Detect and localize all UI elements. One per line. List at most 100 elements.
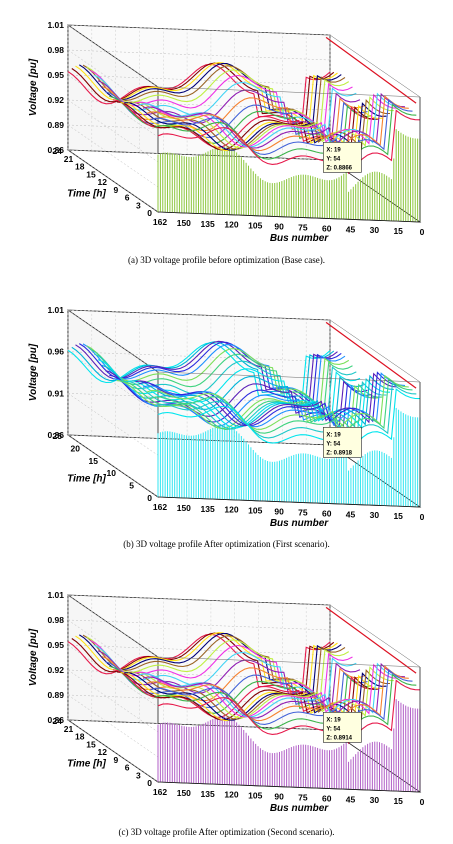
plot-a: 1.010.980.950.920.890.862421181512963016… bbox=[28, 20, 425, 244]
datatip-box bbox=[323, 427, 362, 458]
x-tick-label: 135 bbox=[201, 219, 215, 229]
y-tick-label: 15 bbox=[86, 739, 96, 749]
x-axis-label: Bus number bbox=[270, 518, 329, 529]
surface-strand bbox=[90, 640, 353, 705]
chart-group: 1.010.980.950.920.890.862421181512963016… bbox=[28, 590, 425, 814]
surface-strand bbox=[127, 377, 391, 429]
z-tick-label: 0.96 bbox=[47, 347, 64, 357]
z-tick-label: 1.01 bbox=[47, 590, 64, 600]
x-tick-label: 162 bbox=[153, 787, 167, 797]
x-tick-label: 135 bbox=[201, 504, 215, 514]
y-tick-label: 12 bbox=[98, 747, 108, 757]
datatip-line: X: 19 bbox=[326, 717, 341, 723]
datatip: X: 19 Y: 54 Z: 0.8914 bbox=[323, 712, 362, 743]
y-axis-label: Time [h] bbox=[67, 758, 106, 769]
y-axis-label: Time [h] bbox=[67, 473, 106, 484]
z-tick-label: 0.98 bbox=[47, 45, 64, 55]
y-tick-label: 9 bbox=[114, 185, 119, 195]
axis-edge-top bbox=[157, 371, 421, 383]
z-tick-label: 0.86 bbox=[47, 715, 64, 725]
datatip-line: X: 19 bbox=[326, 147, 341, 153]
surface-strand bbox=[142, 372, 406, 428]
x-tick-label: 15 bbox=[393, 796, 403, 806]
chart-group: 1.010.980.950.920.890.862421181512963016… bbox=[28, 20, 425, 244]
z-tick-label: 0.89 bbox=[47, 690, 64, 700]
axis-edge-top-right bbox=[329, 319, 421, 383]
y-tick-label: 10 bbox=[107, 468, 117, 478]
x-tick-label: 105 bbox=[248, 791, 262, 801]
y-tick-label: 20 bbox=[71, 443, 81, 453]
x-tick-label: 105 bbox=[248, 221, 262, 231]
y-tick-label: 6 bbox=[125, 763, 130, 773]
axis-edge-x bbox=[157, 496, 421, 508]
surface-strand bbox=[109, 95, 372, 156]
datatip-box bbox=[323, 142, 362, 173]
y-tick-label: 3 bbox=[136, 200, 141, 210]
surface-strand bbox=[82, 343, 346, 407]
surface-strand bbox=[154, 673, 417, 736]
datatip-line: Y: 54 bbox=[326, 441, 341, 447]
y-tick-label: 6 bbox=[125, 193, 130, 203]
y-tick-label: 0 bbox=[147, 493, 152, 503]
datatip-box bbox=[323, 712, 362, 743]
surface-strand bbox=[154, 103, 417, 166]
x-tick-label: 0 bbox=[420, 227, 425, 237]
datatip-line: Z: 0.8918 bbox=[326, 450, 352, 456]
surface-strand bbox=[157, 388, 421, 453]
peak-line bbox=[325, 36, 417, 104]
z-tick-label: 0.91 bbox=[47, 388, 64, 398]
y-tick-label: 21 bbox=[64, 724, 74, 734]
x-tick-label: 45 bbox=[346, 509, 356, 519]
x-tick-label: 90 bbox=[274, 507, 284, 517]
surface-strand bbox=[97, 80, 361, 144]
y-tick-label: 15 bbox=[89, 456, 99, 466]
datatip-line: Y: 54 bbox=[326, 156, 341, 162]
surface-strand bbox=[124, 380, 387, 432]
surface-strand bbox=[124, 102, 387, 153]
y-tick-label: 15 bbox=[86, 169, 96, 179]
x-tick-label: 90 bbox=[274, 792, 284, 802]
z-tick-label: 0.95 bbox=[47, 640, 64, 650]
datatip-line: Z: 0.8914 bbox=[326, 735, 352, 741]
surface-lines bbox=[67, 632, 421, 745]
x-tick-label: 120 bbox=[224, 505, 238, 515]
axis-edge-top-right bbox=[329, 604, 421, 668]
surface-strand bbox=[71, 632, 335, 698]
y-tick-label: 5 bbox=[129, 481, 134, 491]
x-tick-label: 60 bbox=[322, 223, 332, 233]
z-tick-label: 0.95 bbox=[47, 70, 64, 80]
x-tick-label: 15 bbox=[393, 226, 403, 236]
x-axis-label: Bus number bbox=[270, 803, 329, 814]
surface-strand bbox=[71, 62, 335, 128]
z-axis-label: Voltage [pu] bbox=[28, 58, 39, 116]
front-stems bbox=[157, 699, 421, 792]
surface-strand bbox=[124, 672, 387, 723]
x-tick-label: 120 bbox=[224, 220, 238, 230]
y-tick-label: 0 bbox=[147, 208, 152, 218]
caption-c: (c) 3D voltage profile After optimizatio… bbox=[118, 827, 335, 837]
x-tick-label: 135 bbox=[201, 789, 215, 799]
x-tick-label: 60 bbox=[322, 793, 332, 803]
surface-strand bbox=[90, 348, 353, 413]
datatip: X: 19 Y: 54 Z: 0.8866 bbox=[323, 142, 362, 173]
surface-strand bbox=[112, 669, 376, 727]
x-tick-label: 105 bbox=[248, 506, 262, 516]
x-axis-label: Bus number bbox=[270, 233, 329, 244]
x-tick-label: 75 bbox=[298, 222, 308, 232]
x-tick-label: 15 bbox=[393, 511, 403, 521]
datatip: X: 19 Y: 54 Z: 0.8918 bbox=[323, 427, 362, 458]
y-tick-label: 18 bbox=[75, 732, 85, 742]
x-tick-label: 90 bbox=[274, 222, 284, 232]
x-tick-label: 0 bbox=[420, 512, 425, 522]
y-tick-label: 0 bbox=[147, 778, 152, 788]
axis-edge-top bbox=[157, 656, 421, 668]
x-tick-label: 162 bbox=[153, 502, 167, 512]
surface-strand bbox=[142, 662, 406, 719]
y-tick-label: 9 bbox=[114, 755, 119, 765]
surface-strand bbox=[157, 109, 421, 175]
axis-edge-x bbox=[157, 211, 421, 223]
panel-b: 1.01 0.96 0.91 0.86 25 20 15 10 5 0 162 150 135 120 10… bbox=[0, 285, 453, 565]
panel-c: 1.01 0.98 0.95 0.92 0.89 0.86 24 21 18 15 12 9 6 3 0 16… bbox=[0, 570, 453, 844]
z-axis-label: Voltage [pu] bbox=[28, 343, 39, 401]
